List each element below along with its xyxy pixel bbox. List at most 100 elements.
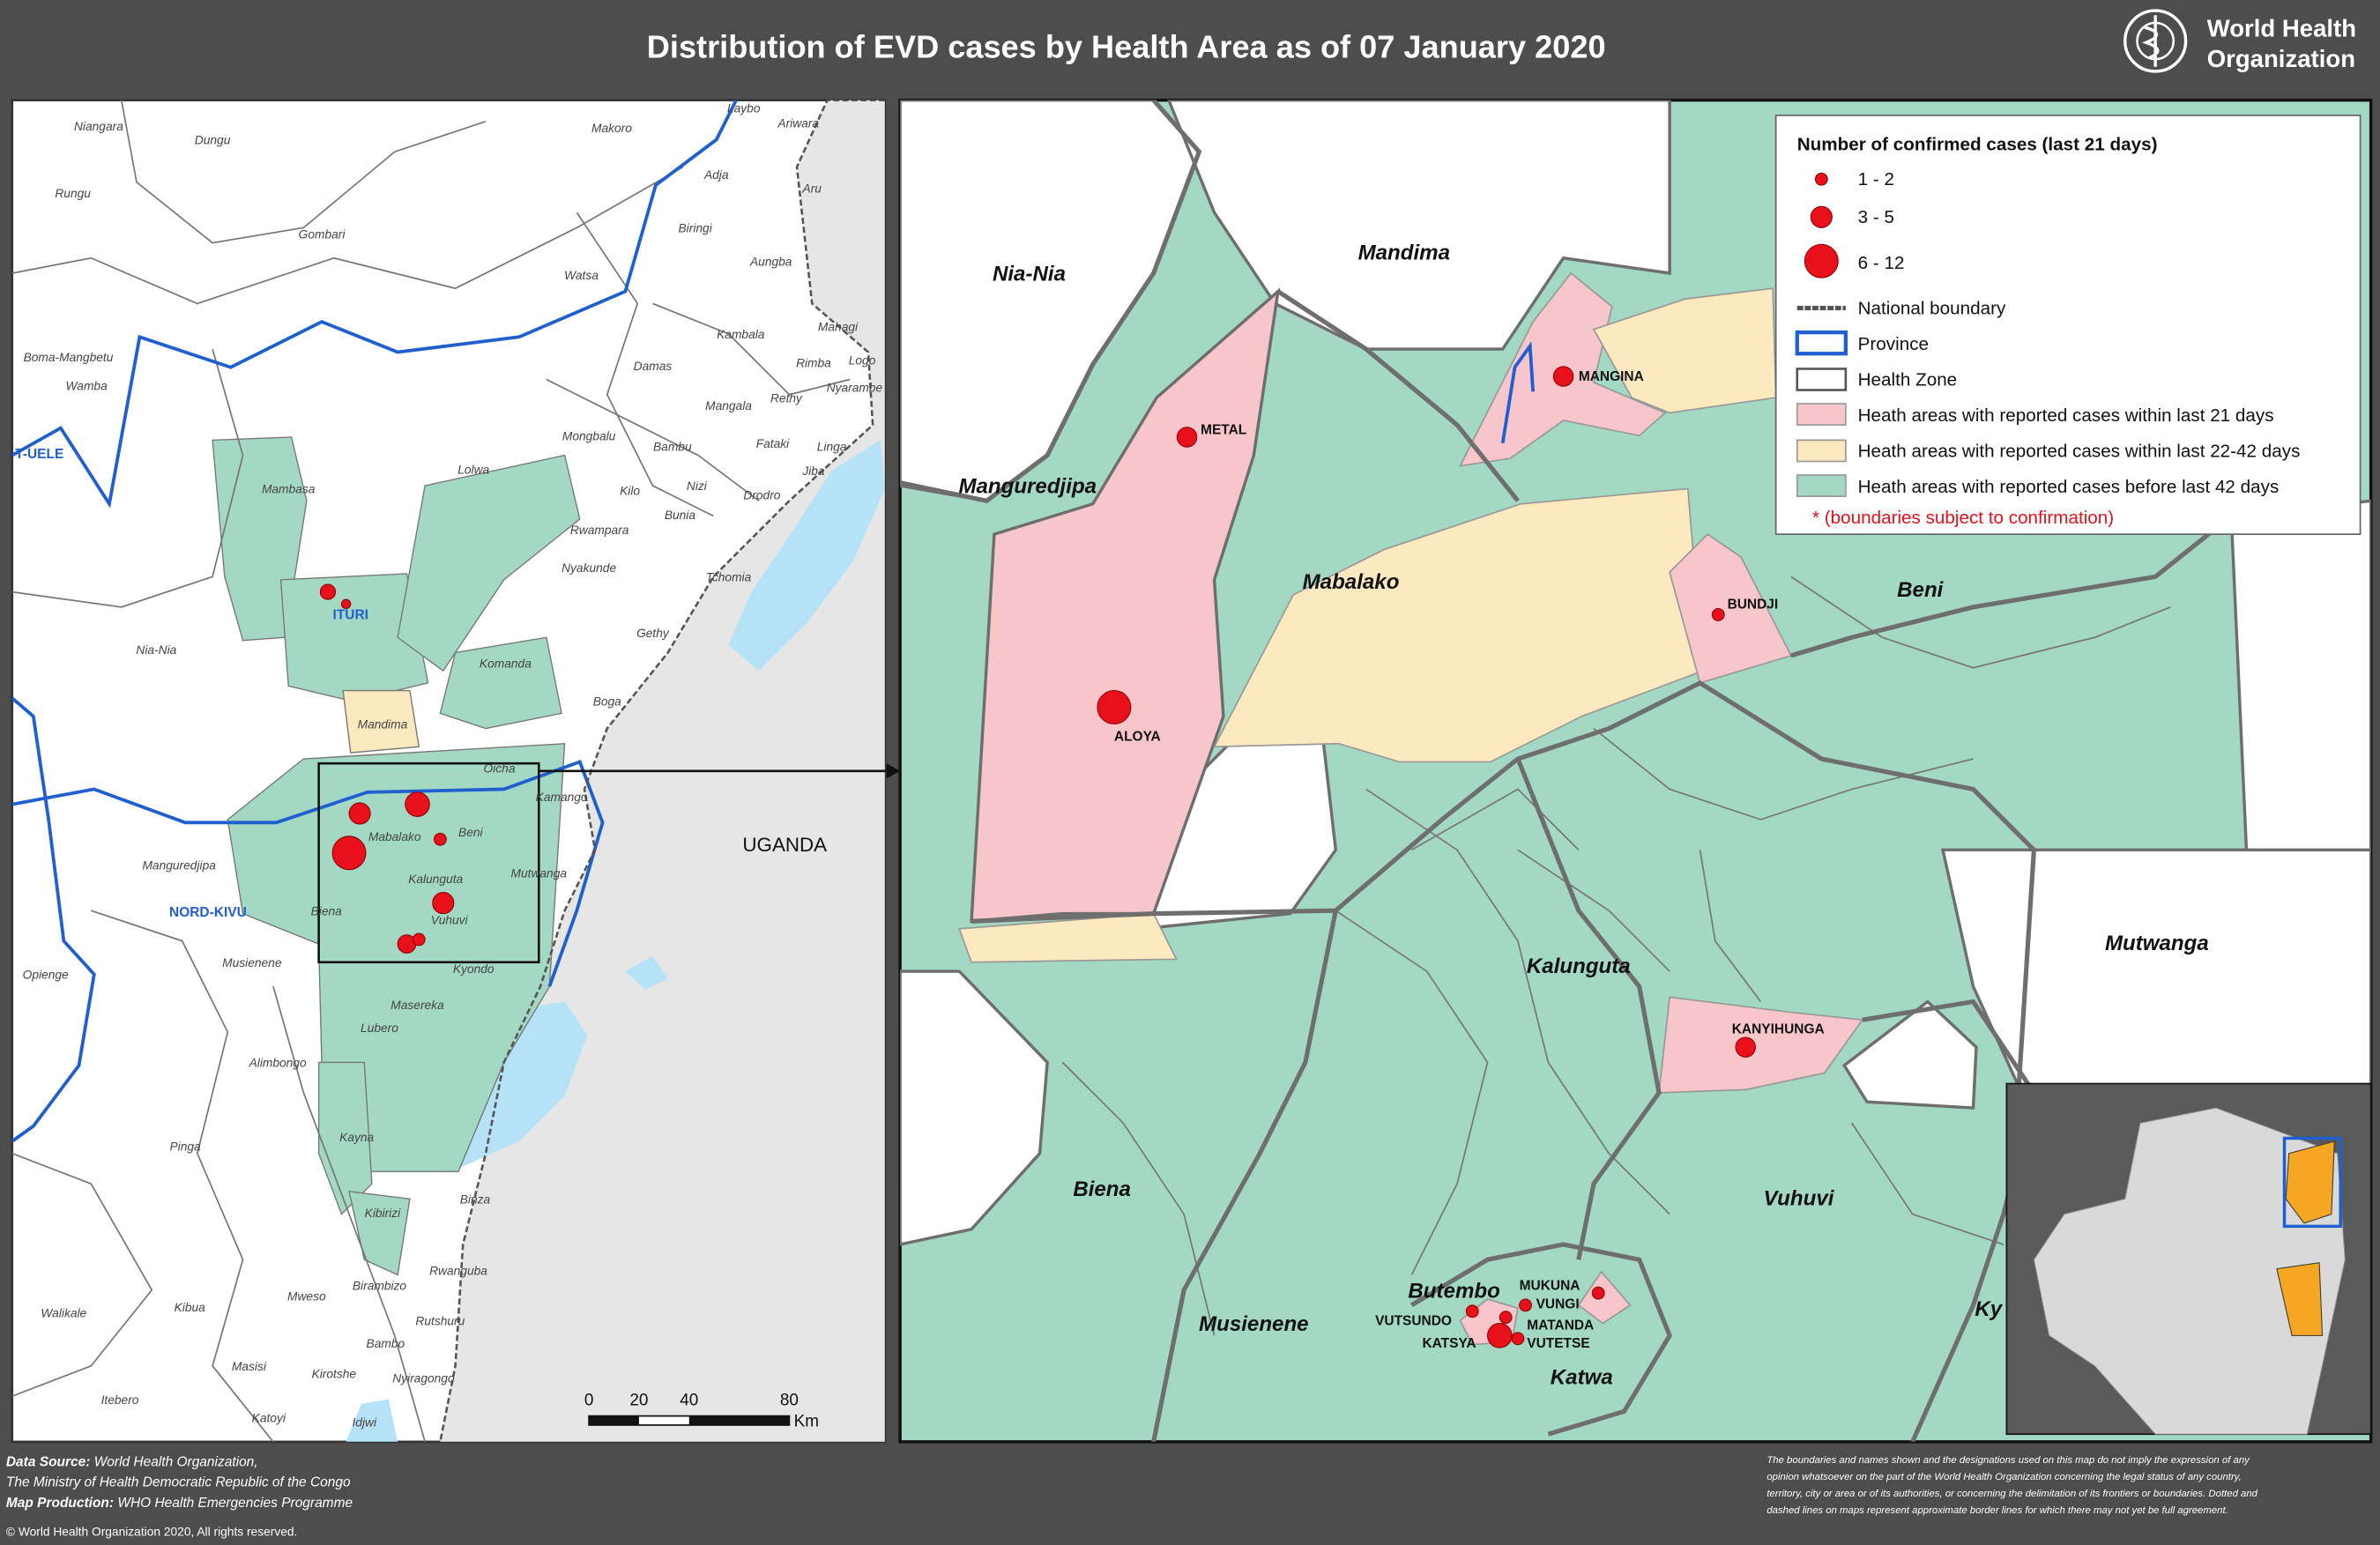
place-label: Ariwara [777, 117, 819, 130]
place-label: Laybo [727, 101, 761, 115]
case-dot [348, 802, 371, 825]
health-area-label: MANGINA [1579, 369, 1644, 384]
zone-label: Mandima [1358, 241, 1450, 264]
credit-text: WHO Health Emergencies Programme [114, 1496, 353, 1511]
case-dot [1804, 243, 1839, 279]
place-label: Nizi [687, 479, 708, 493]
map-shape [439, 100, 885, 1442]
health-area-label: MATANDA [1527, 1318, 1594, 1333]
case-dot [319, 583, 337, 600]
disclaimer-line: The boundaries and names shown and the d… [1766, 1455, 2250, 1466]
place-label: Bunia [665, 509, 696, 522]
place-label: Rutshuru [415, 1314, 465, 1327]
map-shape [2285, 1140, 2335, 1224]
zone-label: Nia-Nia [993, 263, 1066, 286]
place-label: Boga [593, 695, 621, 709]
map-shape [1500, 341, 1536, 444]
map-shape [1365, 788, 1670, 1215]
map-shape [625, 955, 668, 990]
map-shape [2142, 26, 2160, 60]
place-label: Adja [703, 168, 729, 182]
place-label: Binza [460, 1193, 491, 1207]
place-label: Fataki [756, 437, 790, 450]
map-shape [11, 100, 738, 509]
place-label: Masisi [232, 1360, 267, 1373]
map-shape [91, 910, 274, 1442]
map-shape [342, 689, 420, 754]
health-area-label: MUKUNA [1520, 1279, 1580, 1294]
zone-label: Vuhuvi [1764, 1186, 1835, 1210]
arrow-head [886, 763, 901, 779]
place-label: Logo [849, 353, 876, 367]
map-shape [1851, 1122, 2004, 1245]
zone-label: Biena [1073, 1177, 1131, 1201]
title: Distribution of EVD cases by Health Area… [647, 28, 1606, 64]
place-label: Nyakunde [562, 561, 616, 575]
map-shape [900, 969, 1049, 1246]
place-label: Mangala [705, 399, 752, 412]
map-shape [11, 696, 96, 1143]
scale-bar [588, 1415, 791, 1426]
map-shape [546, 378, 760, 501]
zone-label: Ky [1975, 1297, 2003, 1321]
place-label: Beni [458, 826, 483, 839]
place-label: Kalunguta [408, 873, 463, 886]
place-label: Masereka [390, 999, 444, 1012]
place-label: Bambu [653, 440, 692, 453]
health-area-label: VUTETSE [1527, 1336, 1589, 1351]
map-shape [900, 100, 1202, 504]
inset-map [2005, 1082, 2372, 1436]
zoom-frame [317, 761, 540, 964]
map-shape [688, 1415, 790, 1425]
map-shape [900, 100, 2371, 1246]
credit-label: Data Source: [6, 1454, 91, 1469]
place-label: Pinga [169, 1140, 201, 1153]
place-label: Mweso [287, 1290, 326, 1304]
zone-label: Kalunguta [1527, 954, 1631, 978]
case-dot [331, 836, 367, 871]
case-dot [412, 932, 426, 947]
legend-item: Health Zone [1858, 369, 1958, 390]
map-shape [1515, 758, 1662, 1260]
place-label: Biena [311, 904, 343, 917]
map-shape [1790, 576, 2171, 669]
country-label: UGANDA [742, 834, 827, 856]
map-shape [2282, 1136, 2342, 1229]
map-shape [1151, 910, 1338, 1442]
legend-note: * (boundaries subject to confirmation) [1812, 508, 2114, 528]
map-shape [1795, 330, 1848, 356]
map-shape [11, 100, 851, 1442]
map-shape [2229, 499, 2371, 852]
case-dot [433, 832, 447, 846]
header-bar [0, 0, 2380, 87]
legend-class: 1 - 2 [1858, 169, 1894, 189]
scale-tick: 40 [680, 1392, 698, 1410]
map-shape [1669, 533, 1793, 684]
map-shape [1593, 727, 1974, 821]
legend-item: Heath areas with reported cases before l… [1858, 477, 2280, 497]
place-label: Kilo [620, 484, 640, 497]
zone-label: Beni [1897, 578, 1945, 602]
place-label: Rwampara [570, 524, 629, 537]
case-dot [432, 892, 455, 915]
case-dot [340, 598, 352, 610]
map-shape [971, 680, 2037, 1088]
place-label: Nyiragongo [392, 1372, 455, 1385]
place-label: Kibua [175, 1301, 206, 1314]
map-shape [900, 100, 2250, 1442]
place-label: Mongbalu [562, 429, 616, 442]
map-shape [652, 302, 851, 396]
scale-tick: 0 [584, 1392, 594, 1410]
map-shape [11, 1152, 153, 1398]
zone-label: Manguredjipa [958, 475, 1097, 499]
place-label: Kibirizi [365, 1207, 401, 1220]
place-label: Mutwanga [511, 866, 568, 880]
map-shape [1335, 910, 1489, 1275]
case-dot [1711, 608, 1725, 621]
place-label: Nyarambe [827, 381, 883, 394]
place-label: Wamba [66, 380, 108, 393]
case-dot [1499, 1311, 1513, 1325]
map-shape [1796, 403, 1847, 427]
